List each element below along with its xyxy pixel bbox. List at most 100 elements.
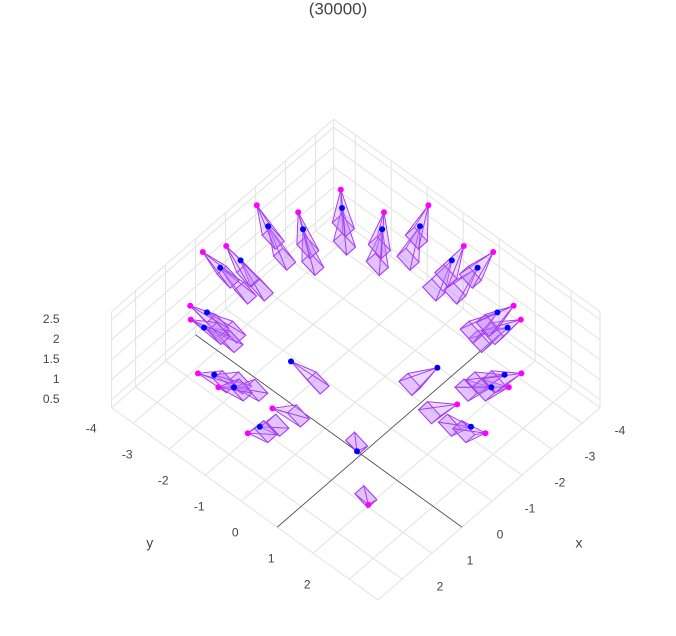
camera-point <box>417 223 423 230</box>
grid-line <box>135 386 403 580</box>
frustum-face <box>331 189 346 238</box>
x-axis-title: x <box>576 535 583 551</box>
frustum-face <box>290 361 321 395</box>
camera-frustum <box>451 419 487 444</box>
x-tick-label: -2 <box>555 475 566 489</box>
camera-point <box>300 226 306 233</box>
camera-point <box>518 370 525 377</box>
box-edge <box>333 118 601 313</box>
grid-line <box>348 386 572 580</box>
frustum-face <box>398 367 438 397</box>
grid-line <box>333 206 601 401</box>
camera-frustum <box>290 361 330 395</box>
camera-point <box>434 364 441 371</box>
camera-point <box>448 257 455 264</box>
frustum-face <box>296 212 311 259</box>
camera-point <box>494 309 501 316</box>
frustum-face <box>240 260 265 302</box>
frustum-face <box>404 204 429 251</box>
grid-line <box>111 126 334 320</box>
z-tick-label: 1.5 <box>43 352 60 366</box>
camera-point <box>295 209 302 216</box>
frustum-face <box>246 428 269 443</box>
frustum-face <box>451 428 487 444</box>
grid-line <box>225 308 493 502</box>
grid-line <box>333 126 601 321</box>
camera-frustum <box>190 319 231 346</box>
frustum-face <box>475 305 514 338</box>
y-tick-label: 1 <box>268 551 275 565</box>
camera-point <box>490 249 497 255</box>
camera-frustum <box>396 224 421 272</box>
y-tick-label: 2 <box>304 577 311 591</box>
grid-line <box>168 256 392 450</box>
grid-line <box>165 360 433 554</box>
y-tick-label: -4 <box>86 421 97 435</box>
camera-point <box>354 448 360 455</box>
camera-frustum <box>332 207 357 257</box>
camera-point <box>223 243 230 249</box>
grid-line <box>255 282 523 476</box>
box-edge <box>111 214 334 408</box>
camera-point <box>425 202 432 209</box>
camera-frustum <box>258 413 290 437</box>
grid-line <box>312 360 536 554</box>
frustum-face <box>367 212 385 260</box>
camera-point <box>265 223 272 230</box>
camera-frustum <box>272 404 311 428</box>
camera-point <box>468 423 474 430</box>
frustum-face <box>267 226 287 271</box>
frustum-face <box>365 229 383 277</box>
grid-line <box>204 282 428 476</box>
y-tick-label: -1 <box>194 499 205 513</box>
grid-line <box>315 230 583 424</box>
grid-line <box>111 146 334 340</box>
x-tick-label: -3 <box>585 449 596 463</box>
box-edge <box>111 407 379 601</box>
z-tick-label: 2.5 <box>43 312 60 326</box>
z-tick-label: 0.5 <box>43 392 60 406</box>
camera-point <box>505 384 512 391</box>
frustum-face <box>396 225 421 272</box>
x-tick-label: -4 <box>615 423 626 437</box>
frustum-face <box>190 319 222 345</box>
camera-point <box>288 358 294 365</box>
camera-point <box>379 226 386 233</box>
camera-point <box>337 186 344 193</box>
x-tick-label: 0 <box>497 527 504 541</box>
camera-point <box>474 264 481 271</box>
frustum-face <box>481 319 522 346</box>
camera-frustum <box>367 212 391 260</box>
camera-point <box>482 430 489 437</box>
camera-point <box>211 371 218 378</box>
camera-point <box>187 302 194 309</box>
camera-point <box>253 202 260 209</box>
box-edge <box>333 214 601 409</box>
camera-frustum <box>267 225 297 271</box>
camera-point <box>460 243 467 249</box>
grid-line <box>285 256 553 450</box>
camera-point <box>195 370 201 377</box>
camera-frustum <box>216 378 254 402</box>
camera-point <box>501 371 508 378</box>
grid-line <box>333 146 601 341</box>
camera-point <box>204 309 210 316</box>
frustum-face <box>443 267 478 305</box>
y-tick-label: 0 <box>232 525 239 539</box>
camera-point <box>231 384 237 391</box>
point-layer <box>187 186 525 508</box>
box-edge <box>377 407 601 601</box>
y-tick-label: -3 <box>122 447 133 461</box>
camera-point <box>339 205 345 211</box>
frustum-face <box>417 403 459 425</box>
box-edge <box>111 118 334 312</box>
camera-point <box>215 384 222 391</box>
z-tick-label: 2 <box>53 332 60 346</box>
camera-point <box>187 316 194 323</box>
camera-point <box>244 430 251 437</box>
camera-point <box>517 316 524 323</box>
camera-frustum <box>404 203 429 251</box>
camera-frustum <box>354 484 378 509</box>
y-axis-title: y <box>146 535 153 551</box>
